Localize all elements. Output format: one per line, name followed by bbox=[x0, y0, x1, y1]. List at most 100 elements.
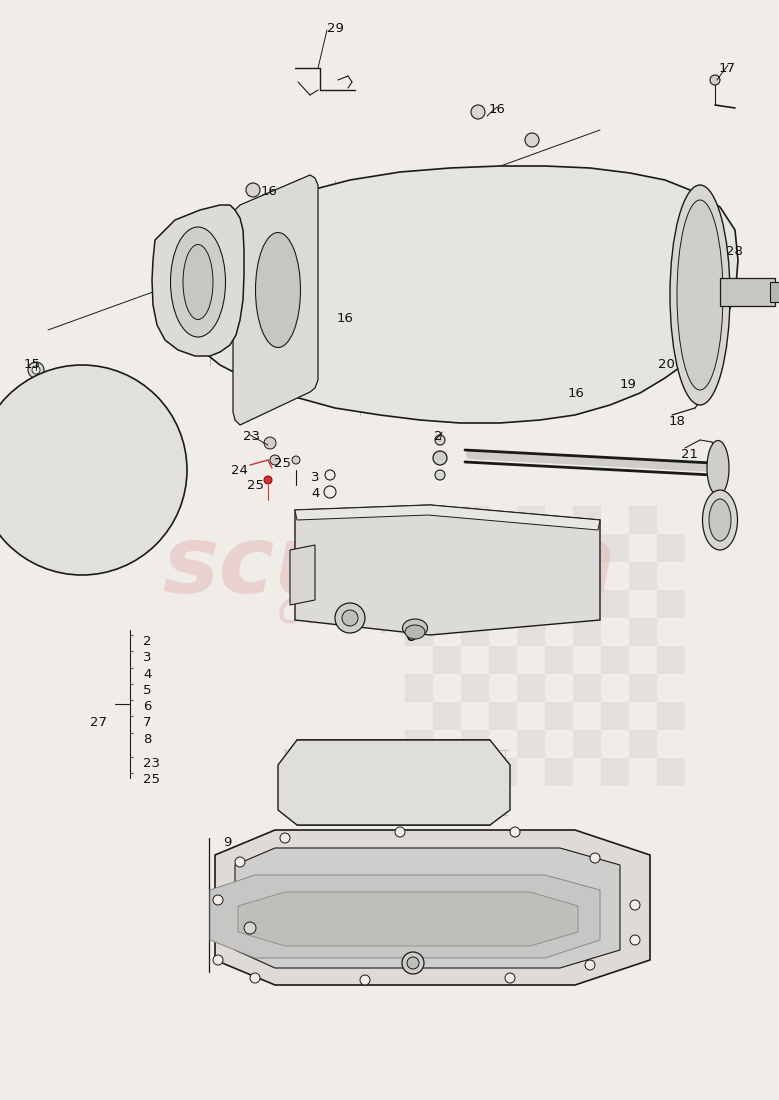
Bar bbox=[601, 590, 629, 618]
Text: 28: 28 bbox=[726, 245, 743, 258]
Circle shape bbox=[386, 761, 400, 776]
Bar bbox=[601, 758, 629, 786]
Circle shape bbox=[407, 630, 417, 640]
Text: 4: 4 bbox=[143, 668, 151, 681]
Circle shape bbox=[5, 421, 11, 428]
Bar bbox=[545, 534, 573, 562]
Circle shape bbox=[335, 603, 365, 632]
Bar bbox=[461, 730, 489, 758]
Bar bbox=[489, 758, 517, 786]
Circle shape bbox=[395, 827, 405, 837]
Circle shape bbox=[62, 402, 72, 411]
Circle shape bbox=[138, 531, 143, 538]
Circle shape bbox=[435, 470, 445, 480]
Circle shape bbox=[118, 415, 128, 425]
Text: 6: 6 bbox=[143, 700, 151, 713]
Text: 6: 6 bbox=[295, 571, 303, 584]
Circle shape bbox=[70, 458, 94, 482]
Circle shape bbox=[264, 476, 272, 484]
Text: 19: 19 bbox=[620, 378, 637, 390]
Bar bbox=[573, 674, 601, 702]
Circle shape bbox=[510, 827, 520, 837]
Circle shape bbox=[135, 400, 140, 406]
Text: 15: 15 bbox=[24, 358, 41, 371]
Bar bbox=[629, 674, 657, 702]
Text: 18: 18 bbox=[669, 415, 686, 428]
Circle shape bbox=[710, 75, 720, 85]
Text: 12: 12 bbox=[233, 922, 250, 935]
Bar bbox=[405, 674, 433, 702]
Circle shape bbox=[505, 974, 515, 983]
Ellipse shape bbox=[403, 619, 428, 637]
Bar bbox=[657, 590, 685, 618]
Bar bbox=[405, 562, 433, 590]
Bar bbox=[489, 534, 517, 562]
Polygon shape bbox=[235, 848, 620, 968]
Circle shape bbox=[551, 388, 565, 401]
Text: 5: 5 bbox=[567, 518, 576, 531]
Bar bbox=[405, 730, 433, 758]
Bar bbox=[629, 506, 657, 534]
Circle shape bbox=[292, 456, 300, 464]
Text: car  parts: car parts bbox=[277, 588, 502, 632]
Bar bbox=[545, 646, 573, 674]
Polygon shape bbox=[157, 166, 738, 424]
Circle shape bbox=[381, 756, 405, 780]
Circle shape bbox=[585, 960, 595, 970]
Bar bbox=[629, 730, 657, 758]
Circle shape bbox=[471, 104, 485, 119]
Text: 7: 7 bbox=[143, 716, 151, 729]
Text: 16: 16 bbox=[568, 387, 585, 400]
Circle shape bbox=[235, 857, 245, 867]
Bar bbox=[433, 590, 461, 618]
Bar bbox=[657, 758, 685, 786]
Circle shape bbox=[313, 314, 327, 327]
Bar bbox=[517, 506, 545, 534]
Bar bbox=[517, 674, 545, 702]
Polygon shape bbox=[233, 175, 318, 425]
Bar bbox=[489, 646, 517, 674]
Circle shape bbox=[19, 437, 29, 447]
Bar bbox=[461, 618, 489, 646]
Circle shape bbox=[590, 852, 600, 864]
Polygon shape bbox=[295, 505, 600, 530]
Circle shape bbox=[162, 440, 167, 447]
Bar bbox=[601, 702, 629, 730]
Text: 7: 7 bbox=[411, 613, 420, 626]
Text: 11: 11 bbox=[291, 803, 308, 816]
Circle shape bbox=[213, 895, 223, 905]
Text: 14: 14 bbox=[395, 960, 412, 974]
Circle shape bbox=[304, 604, 316, 616]
Circle shape bbox=[163, 490, 169, 495]
Circle shape bbox=[44, 547, 51, 553]
Circle shape bbox=[630, 900, 640, 910]
Ellipse shape bbox=[670, 185, 730, 405]
Bar bbox=[461, 506, 489, 534]
Circle shape bbox=[213, 955, 223, 965]
Text: 2: 2 bbox=[143, 635, 151, 648]
Text: 2: 2 bbox=[434, 430, 442, 443]
Ellipse shape bbox=[703, 490, 738, 550]
Circle shape bbox=[32, 366, 40, 374]
Circle shape bbox=[142, 465, 152, 475]
Text: 26: 26 bbox=[41, 556, 58, 568]
Circle shape bbox=[413, 610, 423, 620]
Text: 24: 24 bbox=[231, 464, 248, 477]
Circle shape bbox=[342, 610, 358, 626]
Circle shape bbox=[630, 935, 640, 945]
Bar bbox=[720, 278, 775, 306]
Circle shape bbox=[408, 605, 428, 625]
Bar bbox=[601, 534, 629, 562]
Bar bbox=[405, 618, 433, 646]
Ellipse shape bbox=[171, 227, 225, 337]
Ellipse shape bbox=[405, 625, 425, 639]
Ellipse shape bbox=[256, 232, 301, 348]
Text: 10: 10 bbox=[313, 770, 330, 783]
Bar bbox=[657, 534, 685, 562]
Bar bbox=[433, 646, 461, 674]
Circle shape bbox=[52, 440, 112, 500]
Bar bbox=[629, 562, 657, 590]
Bar bbox=[405, 506, 433, 534]
Circle shape bbox=[280, 833, 290, 843]
Bar bbox=[545, 702, 573, 730]
